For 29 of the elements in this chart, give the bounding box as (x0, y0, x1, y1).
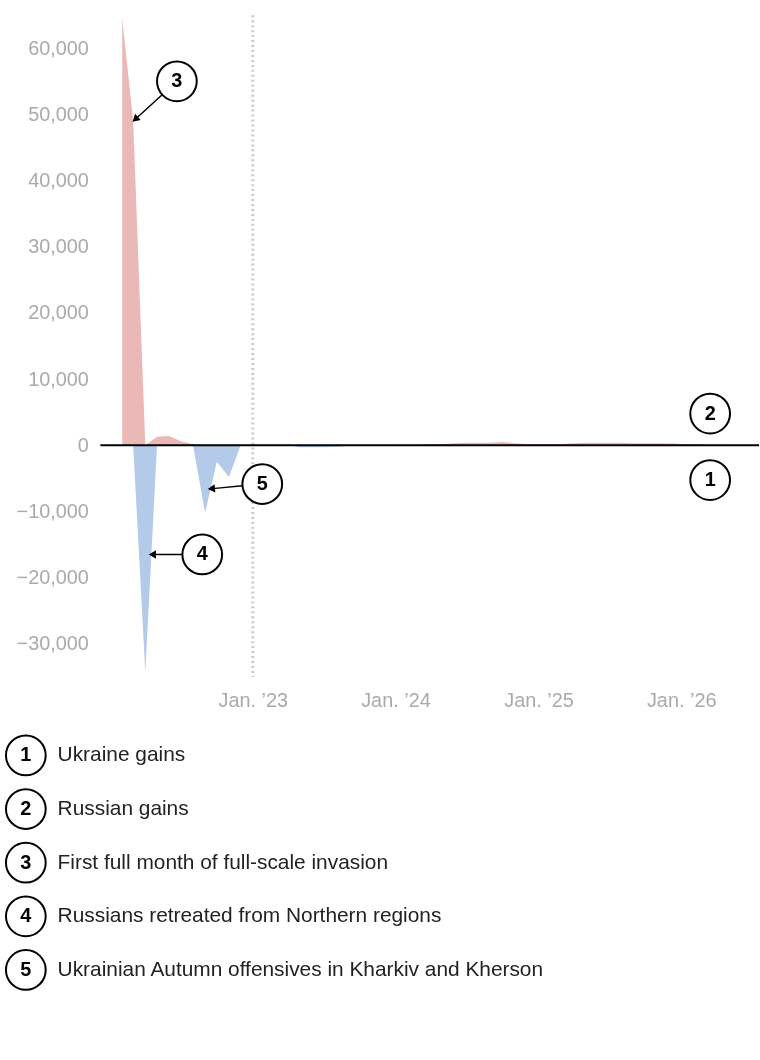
annotation: 1 (704, 468, 716, 491)
y-tick-label: −10,000 (16, 499, 89, 522)
annotation: 4 (196, 542, 208, 565)
text: Russians retreated from Northern regions (57, 903, 442, 927)
text: 3 (20, 850, 32, 873)
text: 2 (20, 796, 32, 819)
x-tick-label: Jan. ’24 (361, 689, 431, 712)
x-tick-label: Jan. ’25 (504, 689, 574, 712)
annotation: 2 (704, 401, 716, 424)
y-tick-label: 0 (77, 433, 89, 456)
x-tick-label: Jan. ’23 (218, 689, 289, 712)
text: Russian gains (57, 795, 189, 819)
text: 1 (20, 743, 32, 766)
text: Ukraine gains (57, 742, 186, 766)
y-tick-label: 20,000 (28, 301, 89, 324)
y-tick-label: 10,000 (28, 367, 89, 390)
text: 4 (20, 904, 32, 927)
y-tick-label: 30,000 (28, 235, 89, 258)
y-tick-label: −20,000 (16, 566, 89, 589)
x-tick-label: Jan. ’26 (646, 689, 717, 712)
annotation: 5 (256, 471, 268, 494)
text: First full month of full-scale invasion (57, 849, 389, 873)
y-tick-label: 60,000 (28, 36, 89, 59)
y-tick-label: 50,000 (28, 102, 89, 125)
text: 5 (20, 957, 32, 980)
y-tick-label: 40,000 (28, 169, 89, 192)
text: Ukrainian Autumn offensives in Kharkiv and Kherson (57, 956, 544, 980)
y-tick-label: −30,000 (16, 632, 89, 655)
annotation: 3 (171, 69, 183, 92)
